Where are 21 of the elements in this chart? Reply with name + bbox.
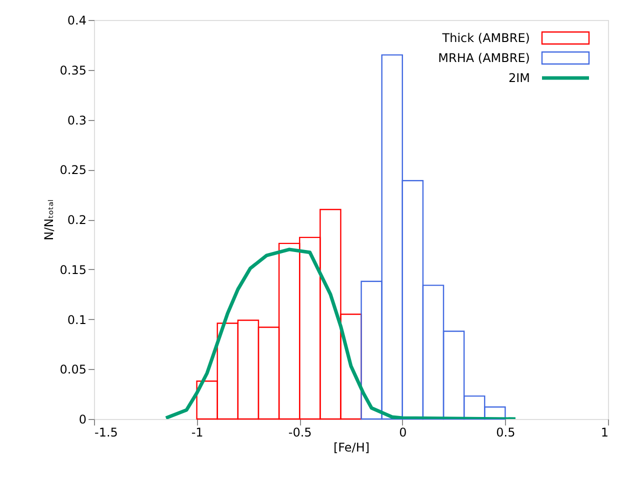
y-tick-label: 0.15 [60,262,86,277]
x-tick-label: 1 [600,426,608,440]
y-tick-label: 0.35 [60,63,86,78]
y-tick-label: 0 [78,412,86,426]
y-tick-label: 0.4 [67,14,86,28]
legend-label: Thick (AMBRE) [441,31,530,45]
legend-label: MRHA (AMBRE) [438,51,530,65]
y-axis-title: N/Nₜₒₜₐₗ [42,200,56,240]
y-tick-label: 0.25 [60,163,86,178]
x-tick-label: -1 [191,426,204,440]
y-tick-label: 0.05 [60,362,86,377]
x-tick-label: 0 [399,426,407,440]
y-tick-label: 0.3 [67,113,86,128]
y-tick-label: 0.1 [67,312,86,327]
line-series [164,248,518,419]
y-tick-label: 0.2 [67,213,86,227]
x-tick-label: 0.5 [496,426,516,440]
x-tick-label: -1.5 [94,426,118,440]
x-tick-label: -0.5 [288,426,312,440]
x-axis-title: [Fe/H] [333,440,370,454]
legend-label: 2IM [508,71,530,85]
